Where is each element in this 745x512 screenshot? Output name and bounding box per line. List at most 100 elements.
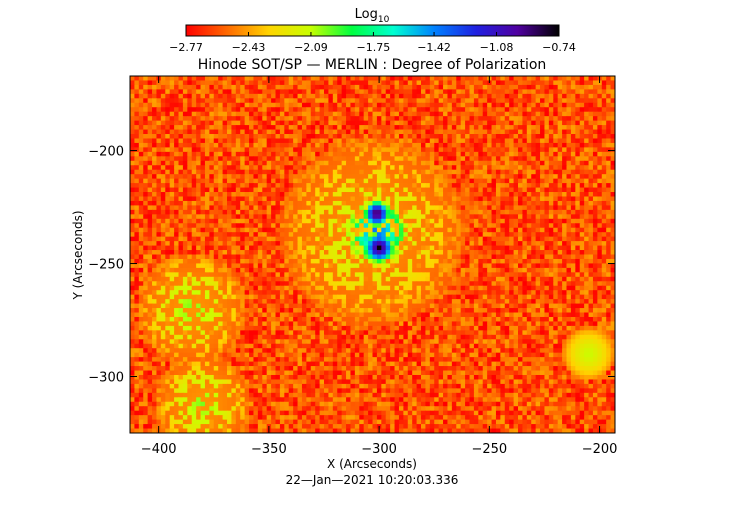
heatmap-cell [482,223,488,229]
heatmap-cell [235,241,241,247]
heatmap-cell [482,250,488,256]
heatmap-cell [460,80,466,86]
heatmap-cell [178,107,184,113]
heatmap-cell [249,156,255,162]
heatmap-cell [187,111,193,117]
heatmap-cell [368,223,374,229]
heatmap-cell [610,89,615,95]
heatmap-cell [482,209,488,215]
heatmap-cell [328,227,334,233]
heatmap-cell [425,125,431,131]
heatmap-cell [169,276,175,282]
heatmap-cell [575,93,581,99]
heatmap-cell [196,151,202,157]
heatmap-cell [416,200,422,207]
heatmap-cell [416,205,422,211]
heatmap-cell [460,147,466,153]
heatmap-cell [354,254,360,260]
heatmap-cell [544,174,550,180]
heatmap-cell [156,245,162,251]
heatmap-cell [368,76,374,82]
heatmap-cell [434,236,440,242]
heatmap-cell [182,263,188,269]
heatmap-cell [332,165,338,171]
heatmap-cell [253,267,259,273]
heatmap-cell [152,93,158,99]
heatmap-cell [584,205,590,211]
heatmap-cell [584,160,590,166]
heatmap-cell [244,120,250,126]
heatmap-cell [398,160,404,166]
heatmap-cell [174,98,180,104]
heatmap-cell [253,160,259,166]
heatmap-cell [169,254,175,260]
heatmap-cell [231,120,237,126]
heatmap-cell [310,142,316,148]
heatmap-cell [235,214,241,220]
heatmap-cell [279,151,285,157]
heatmap-cell [601,156,607,162]
heatmap-cell [301,209,307,215]
heatmap-cell [160,267,166,273]
heatmap-cell [328,116,334,122]
heatmap-cell [165,209,171,215]
heatmap-cell [544,120,550,126]
heatmap-cell [235,232,241,238]
heatmap-cell [456,147,462,153]
heatmap-cell [610,200,615,207]
heatmap-cell [557,272,563,278]
heatmap-cell [425,107,431,113]
heatmap-cell [597,192,603,198]
heatmap-cell [518,245,524,251]
heatmap-cell [381,174,387,180]
heatmap-cell [592,250,598,256]
heatmap-cell [222,263,228,269]
heatmap-cell [182,142,188,148]
heatmap-cell [403,232,409,238]
heatmap-cell [495,196,501,202]
heatmap-cell [394,120,400,126]
heatmap-cell [562,125,568,131]
heatmap-cell [579,98,585,104]
heatmap-cell [540,218,546,224]
heatmap-cell [522,236,528,242]
heatmap-cell [231,151,237,157]
heatmap-cell [341,125,347,131]
heatmap-cell [178,102,184,108]
heatmap-cell [284,245,290,251]
heatmap-cell [394,111,400,117]
heatmap-cell [165,80,171,86]
heatmap-cell [354,156,360,162]
heatmap-cell [213,227,219,233]
heatmap-cell [262,178,268,184]
heatmap-cell [500,214,506,220]
heatmap-cell [337,138,343,144]
heatmap-cell [434,241,440,247]
heatmap-cell [240,80,246,86]
heatmap-cell [341,254,347,260]
heatmap-cell [174,76,180,82]
heatmap-cell [398,98,404,104]
heatmap-cell [575,258,581,265]
heatmap-cell [376,267,382,273]
heatmap-cell [266,241,272,247]
heatmap-cell [390,245,396,251]
heatmap-cell [548,267,554,273]
heatmap-cell [337,241,343,247]
heatmap-cell [222,134,228,140]
heatmap-cell [385,183,391,189]
heatmap-cell [443,267,449,273]
heatmap-cell [416,227,422,233]
heatmap-cell [465,254,471,260]
heatmap-cell [257,192,263,198]
heatmap-cell [601,205,607,211]
heatmap-cell [425,258,431,265]
heatmap-cell [500,187,506,193]
heatmap-cell [407,218,413,224]
heatmap-cell [456,174,462,180]
heatmap-cell [337,125,343,131]
heatmap-cell [518,111,524,117]
heatmap-cell [460,76,466,82]
heatmap-cell [575,205,581,211]
heatmap-cell [253,142,259,148]
